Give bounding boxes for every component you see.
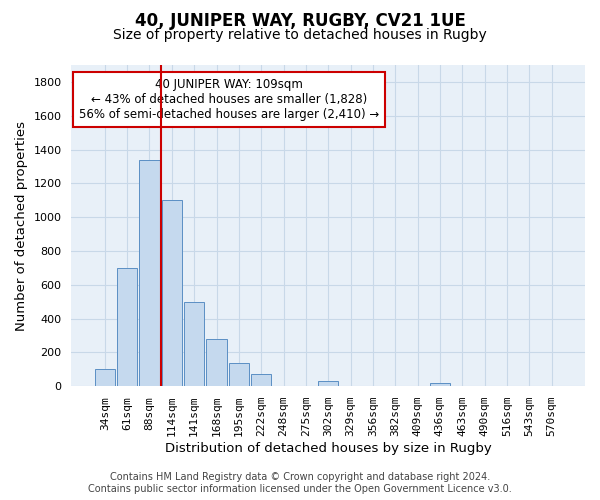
- Text: Contains HM Land Registry data © Crown copyright and database right 2024.
Contai: Contains HM Land Registry data © Crown c…: [88, 472, 512, 494]
- Text: Size of property relative to detached houses in Rugby: Size of property relative to detached ho…: [113, 28, 487, 42]
- Text: 40 JUNIPER WAY: 109sqm
← 43% of detached houses are smaller (1,828)
56% of semi-: 40 JUNIPER WAY: 109sqm ← 43% of detached…: [79, 78, 379, 121]
- Bar: [184, 302, 204, 386]
- Bar: [95, 370, 115, 386]
- Bar: [229, 362, 249, 386]
- Bar: [117, 268, 137, 386]
- Bar: [318, 381, 338, 386]
- Bar: [251, 374, 271, 386]
- Text: 40, JUNIPER WAY, RUGBY, CV21 1UE: 40, JUNIPER WAY, RUGBY, CV21 1UE: [134, 12, 466, 30]
- X-axis label: Distribution of detached houses by size in Rugby: Distribution of detached houses by size …: [165, 442, 491, 455]
- Bar: [430, 383, 450, 386]
- Bar: [162, 200, 182, 386]
- Bar: [139, 160, 160, 386]
- Y-axis label: Number of detached properties: Number of detached properties: [15, 120, 28, 330]
- Bar: [206, 339, 227, 386]
